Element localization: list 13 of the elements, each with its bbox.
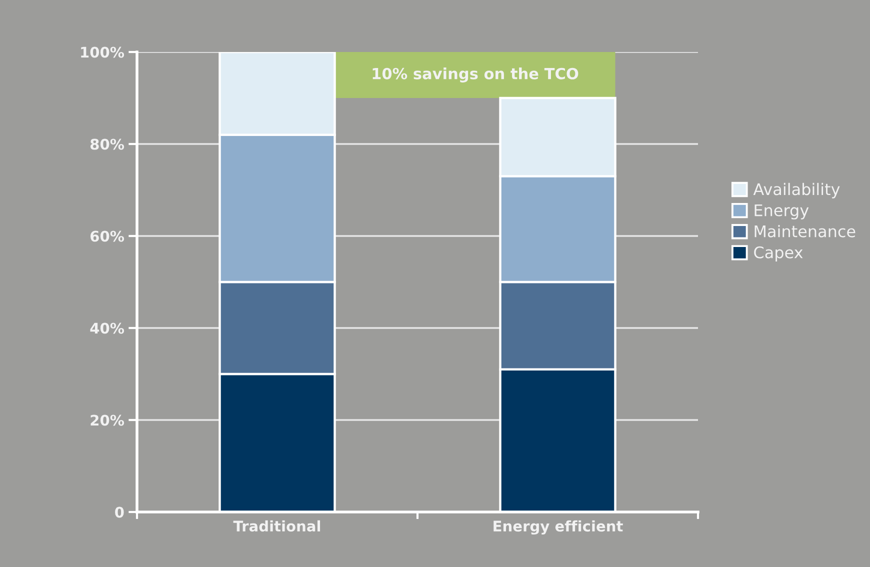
- y-tick-label: 60%: [90, 230, 124, 242]
- y-tick-label: 40%: [90, 322, 124, 334]
- y-tick-label: 100%: [81, 46, 124, 58]
- legend-label: Capex: [754, 246, 803, 262]
- legend-label: Availability: [753, 182, 840, 198]
- y-tick-label: 20%: [90, 414, 124, 426]
- legend-label: Energy: [754, 204, 809, 220]
- x-tick-label: Traditional: [233, 520, 320, 532]
- band-label: 10% savings on the TCO: [372, 68, 578, 82]
- y-tick-label: 0: [115, 506, 124, 518]
- x-tick-label: Energy efficient: [494, 520, 623, 535]
- legend-label: Maintenance: [754, 225, 856, 238]
- y-tick-label: 80%: [90, 138, 124, 150]
